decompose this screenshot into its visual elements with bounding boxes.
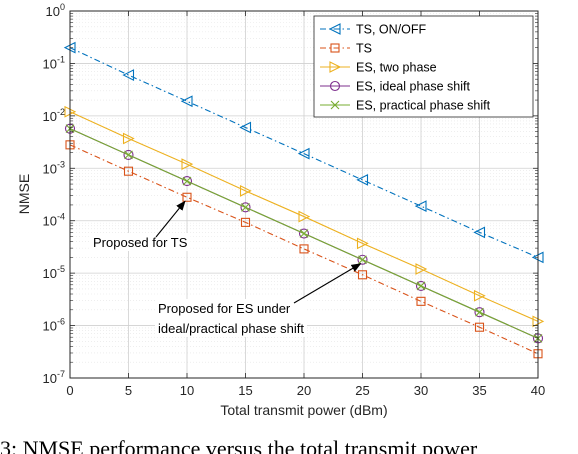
data-point: [123, 166, 134, 176]
data-point: [415, 280, 427, 291]
data-point: [299, 244, 309, 254]
series-line: [69, 144, 539, 355]
data-point: [240, 202, 251, 213]
data-point: [123, 149, 134, 160]
legend-item: ES, practical phase shift: [320, 99, 491, 113]
data-point: [415, 263, 428, 275]
x-tick-labels: 0 5 10 15 20 25 30 35 40: [66, 383, 545, 398]
legend-label: TS, ON/OFF: [356, 23, 427, 37]
annotation-text: Proposed for ES under: [158, 301, 291, 316]
data-point: [122, 132, 135, 145]
legend-marker: [329, 61, 342, 73]
y-axis-label: NMSE: [16, 174, 32, 214]
x-tick-label: 15: [238, 383, 252, 398]
annotation-background: [90, 233, 191, 251]
nmse-chart: 0 5 10 15 20 25 30 35 40 10-710-610-510-410-310-…: [16, 2, 545, 418]
data-point: [414, 200, 427, 212]
data-point: [416, 281, 426, 291]
x-tick-label: 25: [355, 383, 369, 398]
data-point: [180, 95, 193, 108]
data-point: [122, 69, 135, 81]
data-point: [298, 210, 311, 223]
data-point: [357, 254, 368, 265]
data-point: [474, 307, 485, 318]
data-point: [416, 296, 426, 306]
annotation-text: ideal/practical phase shift: [158, 321, 304, 336]
annotation-background: [155, 299, 307, 337]
data-point: [239, 185, 252, 197]
series-ts-on-off: [63, 41, 544, 264]
y-tick-label: 10-7: [43, 369, 65, 386]
x-tick-label: 0: [66, 383, 73, 398]
annotation-1: Proposed for TS: [90, 200, 191, 251]
annotation-layer: Proposed for TS Proposed for ES under idea…: [90, 200, 362, 337]
series-es-practical-phase-shift: [65, 124, 543, 343]
data-point: [181, 176, 193, 187]
data-point: [241, 202, 250, 212]
y-tick-label: 10-5: [43, 264, 65, 281]
data-point: [239, 121, 252, 134]
data-point: [298, 228, 310, 239]
series-line: [69, 47, 539, 258]
legend-label: ES, two phase: [356, 61, 437, 75]
y-tick-label: 10-1: [43, 54, 65, 71]
ticks-layer: [69, 10, 539, 379]
data-point: [182, 192, 192, 202]
y-tick-label: 10-2: [43, 107, 65, 124]
data-point: [297, 147, 310, 160]
data-point: [124, 150, 133, 160]
y-tick-label: 10-3: [43, 159, 65, 176]
data-point: [356, 237, 369, 250]
annotation-arrow: [293, 263, 362, 304]
x-tick-label: 30: [414, 383, 428, 398]
x-tick-label: 20: [297, 383, 311, 398]
data-point: [181, 158, 194, 171]
data-point: [474, 322, 485, 332]
y-tick-label: 100: [46, 2, 65, 19]
data-point: [240, 217, 251, 227]
legend-marker: [328, 23, 341, 35]
data-point: [473, 289, 486, 302]
data-point: [475, 307, 484, 317]
legend-item: TS: [320, 42, 372, 56]
annotation-2: Proposed for ES under ideal/practical pha…: [155, 263, 362, 337]
figure-caption: 3: NMSE performance versus the total tra…: [0, 436, 478, 454]
legend: TS, ON/OFF TS ES, two phase ES, ideal phase…: [313, 15, 534, 118]
y-tick-label: 10-4: [43, 212, 65, 229]
legend-label: ES, ideal phase shift: [356, 80, 470, 94]
x-tick-label: 35: [472, 383, 486, 398]
legend-box: [313, 15, 534, 118]
legend-item: ES, ideal phase shift: [320, 80, 470, 94]
legend-marker: [329, 80, 341, 92]
series-line: [69, 111, 539, 322]
data-point: [182, 176, 192, 186]
data-point: [473, 226, 486, 239]
x-tick-label: 40: [531, 383, 545, 398]
data-point: [356, 174, 369, 186]
annotation-arrow: [155, 200, 186, 238]
legend-marker: [330, 100, 340, 110]
y-tick-label: 10-6: [43, 317, 65, 334]
legend-label: ES, practical phase shift: [356, 99, 491, 113]
y-tick-labels: 10-7 10-6 10-5 10-4 10-3 10-2 10-1 100: [43, 2, 65, 386]
legend-item: ES, two phase: [320, 61, 437, 75]
data-point: [358, 255, 367, 265]
x-tick-label: 5: [125, 383, 132, 398]
x-axis-label: Total transmit power (dBm): [220, 402, 387, 418]
annotation-text: Proposed for TS: [93, 235, 188, 250]
data-point: [299, 229, 309, 238]
x-tick-label: 10: [180, 383, 194, 398]
legend-item: TS, ON/OFF: [320, 23, 427, 37]
legend-marker: [330, 43, 340, 53]
legend-label: TS: [356, 42, 372, 56]
series-layer: [63, 41, 545, 359]
data-point: [357, 270, 368, 280]
